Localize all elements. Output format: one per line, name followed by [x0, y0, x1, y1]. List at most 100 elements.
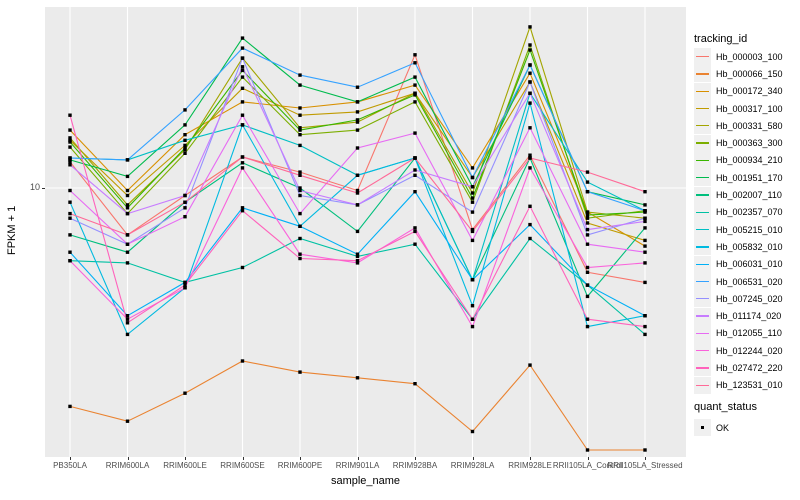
x-tick-RRIM600LA: [127, 457, 129, 460]
data-point-Hb_027472_220: [355, 259, 360, 263]
legend-label-Hb_000003_100: Hb_000003_100: [716, 51, 783, 62]
x-tick-RRIM928BA: [415, 457, 416, 460]
legend-label-Hb_007245_020: Hb_007245_020: [716, 293, 783, 304]
data-point-Hb_006031_010: [643, 314, 647, 318]
legend-label-Hb_006031_010: Hb_006031_010: [716, 259, 783, 270]
data-point-Hb_006031_010: [68, 250, 72, 254]
data-point-Hb_006031_010: [470, 278, 475, 282]
data-point-Hb_000934_210: [585, 213, 590, 217]
data-point-Hb_000172_340: [298, 106, 302, 110]
legend-key-Hb_005215_010: [694, 221, 711, 239]
data-point-Hb_002007_110: [125, 250, 130, 254]
data-point-Hb_006531_020: [298, 73, 302, 77]
data-point-Hb_000172_340: [413, 83, 417, 87]
data-point-Hb_012244_020: [643, 261, 647, 265]
data-point-Hb_002357_070: [413, 242, 417, 246]
data-point-Hb_012244_020: [528, 166, 532, 170]
legend-entry-quant-ok: OK: [694, 419, 729, 437]
data-point-Hb_000003_100: [470, 227, 475, 232]
data-point-Hb_012244_020: [298, 252, 302, 256]
data-point-Hb_007245_020: [240, 56, 245, 60]
data-point-Hb_002357_070: [355, 254, 360, 259]
data-point-Hb_006031_010: [125, 314, 130, 318]
data-point-Hb_123531_010: [643, 190, 647, 194]
data-point-Hb_027472_220: [470, 317, 475, 321]
data-point-Hb_123531_010: [470, 229, 475, 234]
data-point-Hb_123531_010: [125, 233, 130, 237]
line-swatch-icon: [696, 159, 709, 162]
data-point-Hb_000317_100: [125, 193, 130, 198]
x-tick-label-RRIM600LE: RRIM600LE: [163, 461, 207, 470]
data-point-Hb_000066_150: [528, 363, 532, 367]
data-point-Hb_002357_070: [528, 236, 532, 241]
legend: tracking_id Hb_000003_100 Hb_000066_150 Hb…: [694, 0, 800, 500]
data-point-Hb_005832_010: [125, 332, 130, 337]
line-swatch-icon: [696, 315, 709, 317]
data-point-Hb_012055_110: [585, 242, 590, 246]
data-point-Hb_000066_150: [643, 448, 647, 452]
data-point-Hb_000003_100: [585, 270, 590, 274]
data-point-Hb_000934_210: [355, 118, 360, 122]
data-point-Hb_012244_020: [183, 286, 187, 290]
data-point-Hb_006531_020: [355, 85, 360, 89]
legend-label-Hb_000934_210: Hb_000934_210: [716, 155, 783, 166]
legend-key-Hb_000003_100: [694, 48, 711, 66]
x-tick-label-RRII105LA_Control: RRII105LA_Control: [552, 461, 623, 470]
line-swatch-icon: [696, 298, 709, 300]
data-point-Hb_000331_580: [298, 126, 302, 130]
x-tick-label-RRIM600SE: RRIM600SE: [220, 461, 265, 470]
data-point-Hb_011174_020: [68, 163, 72, 167]
data-point-Hb_000363_300: [585, 216, 590, 220]
data-point-Hb_000066_150: [585, 448, 590, 452]
data-point-Hb_006531_020: [183, 108, 187, 112]
data-point-Hb_012055_110: [125, 242, 130, 246]
line-swatch-icon: [696, 263, 709, 265]
data-point-Hb_000363_300: [68, 145, 72, 149]
legend-entry-Hb_002357_070: Hb_002357_070: [694, 203, 783, 221]
legend-key-Hb_000363_300: [694, 134, 711, 152]
data-point-Hb_005832_010: [355, 173, 360, 177]
legend-key-Hb_000331_580: [694, 117, 711, 135]
x-tick-RRIM928LA: [472, 457, 474, 460]
data-point-Hb_000331_580: [68, 136, 72, 140]
data-point-Hb_000934_210: [240, 68, 245, 73]
data-point-Hb_005215_010: [183, 138, 187, 142]
line-swatch-icon: [696, 332, 709, 335]
data-point-Hb_002007_110: [585, 294, 590, 299]
data-point-Hb_000331_580: [125, 203, 130, 207]
legend-entry-Hb_000172_340: Hb_000172_340: [694, 82, 783, 100]
x-tick-RRIM901LA: [357, 457, 359, 460]
legend-entry-Hb_006531_020: Hb_006531_020: [694, 273, 783, 290]
legend-entry-Hb_002007_110: Hb_002007_110: [694, 186, 783, 204]
data-point-Hb_000003_100: [68, 160, 72, 164]
data-point-Hb_007245_020: [413, 173, 417, 177]
data-point-Hb_012244_020: [413, 226, 417, 230]
line-swatch-icon: [696, 55, 709, 58]
data-point-Hb_002007_110: [240, 161, 245, 165]
legend-entry-Hb_123531_010: Hb_123531_010: [694, 376, 783, 394]
data-point-Hb_011174_020: [240, 65, 245, 69]
data-point-Hb_007245_020: [183, 206, 187, 210]
legend-key-Hb_012055_110: [694, 324, 711, 342]
data-point-Hb_007245_020: [68, 216, 72, 220]
data-point-Hb_000363_300: [413, 100, 417, 104]
data-point-Hb_012244_020: [355, 261, 360, 265]
data-point-Hb_000363_300: [470, 200, 475, 204]
line-swatch-icon: [696, 73, 709, 75]
plot-panel: [45, 7, 686, 457]
data-point-Hb_005832_010: [68, 200, 72, 204]
data-point-Hb_000066_150: [125, 419, 130, 423]
filled-square-icon: [700, 425, 705, 430]
legend-key-Hb_012244_020: [694, 342, 711, 360]
x-axis-title: sample_name: [330, 475, 401, 487]
data-point-Hb_006531_020: [240, 46, 245, 50]
line-swatch-icon: [696, 228, 709, 231]
legend-key-Hb_000066_150: [694, 65, 711, 83]
data-point-Hb_007245_020: [298, 193, 302, 198]
data-point-Hb_006531_020: [413, 61, 417, 65]
data-point-Hb_006531_020: [528, 63, 532, 67]
data-point-Hb_000331_580: [528, 25, 532, 29]
legend-tracking-entries: Hb_000003_100 Hb_000066_150 Hb_000172_340 H…: [694, 48, 783, 394]
data-point-Hb_000934_210: [125, 206, 130, 210]
